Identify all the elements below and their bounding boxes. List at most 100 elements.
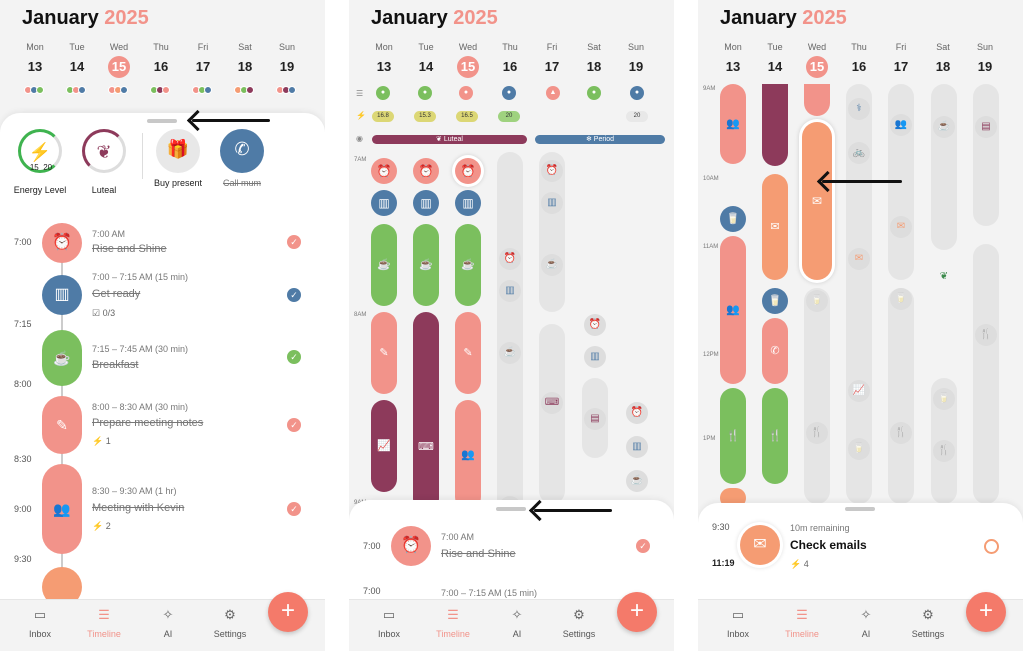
people-icon[interactable]: 👥 [455, 400, 481, 510]
event-title[interactable]: Check emails [790, 538, 867, 552]
month-title[interactable]: January 2025 [371, 7, 498, 29]
day-wed[interactable]: Wed 15 [802, 42, 832, 78]
day-fri[interactable]: Fri 17 [544, 42, 560, 74]
nav-inbox[interactable]: ▭ Inbox [708, 607, 768, 639]
day-wed[interactable]: Wed 15 [453, 42, 483, 78]
pencil-icon[interactable]: ✎ [455, 312, 481, 394]
alarm-icon[interactable]: ⏰ [455, 158, 481, 184]
people-icon[interactable]: 👥 [720, 84, 746, 164]
event-block[interactable] [804, 84, 830, 116]
event-title[interactable]: Prepare meeting notes [92, 417, 204, 429]
glass-icon[interactable]: 🥛 [806, 290, 828, 312]
check-icon[interactable]: ✓ [287, 288, 301, 302]
glass-icon[interactable]: 🥛 [933, 388, 955, 410]
phase-period[interactable]: ❄ Period [535, 135, 665, 144]
add-button[interactable]: + [268, 592, 308, 632]
day-thu[interactable]: Thu 16 [851, 42, 867, 74]
day-sat[interactable]: Sat 18 [935, 42, 951, 74]
mail-icon[interactable]: ✉ [740, 525, 780, 565]
fork-knife-icon[interactable]: 🍴 [720, 388, 746, 484]
coffee-icon[interactable]: ☕ [499, 342, 521, 364]
check-icon[interactable]: ✓ [287, 502, 301, 516]
event-title[interactable]: Rise and Shine [92, 243, 167, 255]
stethoscope-icon[interactable]: ⚕ [848, 98, 870, 120]
day-wed[interactable]: Wed 15 [104, 42, 134, 78]
event-title[interactable]: Rise and Shine [441, 548, 516, 560]
coffee-icon[interactable]: ☕ [626, 470, 648, 492]
alarm-icon[interactable]: ⏰ [541, 160, 563, 182]
comb-icon[interactable]: ▥ [413, 190, 439, 216]
fork-knife-icon[interactable]: 🍴 [890, 422, 912, 444]
event-title[interactable]: Meeting with Kevin [92, 502, 185, 514]
comb-icon[interactable]: ▥ [541, 192, 563, 214]
alarm-icon[interactable]: ⏰ [42, 223, 82, 263]
coffee-icon[interactable]: ☕ [541, 254, 563, 276]
check-icon[interactable]: ✓ [287, 235, 301, 249]
complete-checkbox[interactable] [984, 539, 999, 554]
nav-ai[interactable]: ✧ AI [836, 607, 896, 639]
nav-inbox[interactable]: ▭ Inbox [359, 607, 419, 639]
coffee-icon[interactable]: ☕ [413, 224, 439, 306]
sheet-grabber[interactable] [496, 507, 526, 511]
nav-timeline[interactable]: ☰ Timeline [423, 607, 483, 639]
mail-icon[interactable]: ✉ [890, 216, 912, 238]
fork-knife-icon[interactable]: 🍴 [762, 388, 788, 484]
coffee-icon[interactable]: ☕ [455, 224, 481, 306]
nav-settings[interactable]: ⚙ Settings [898, 607, 958, 639]
pencil-icon[interactable]: ✎ [42, 396, 82, 454]
nav-ai[interactable]: ✧ AI [138, 607, 198, 639]
cycle-ring[interactable]: ❦ [82, 129, 126, 173]
coffee-icon[interactable]: ☕ [371, 224, 397, 306]
alarm-icon[interactable]: ⏰ [413, 158, 439, 184]
pencil-icon[interactable]: ✎ [371, 312, 397, 394]
newspaper-icon[interactable]: ▤ [975, 116, 997, 138]
newspaper-icon[interactable]: ▤ [584, 408, 606, 430]
comb-icon[interactable]: ▥ [584, 346, 606, 368]
day-fri[interactable]: Fri 17 [195, 42, 211, 74]
day-sat[interactable]: Sat 18 [237, 42, 253, 74]
add-button[interactable]: + [617, 592, 657, 632]
task-buy-present[interactable]: 🎁 [156, 129, 200, 173]
nav-timeline[interactable]: ☰ Timeline [772, 607, 832, 639]
check-icon[interactable]: ✓ [636, 539, 650, 553]
day-tue[interactable]: Tue 14 [418, 42, 434, 74]
add-button[interactable]: + [966, 592, 1006, 632]
event-title[interactable]: Breakfast [92, 359, 139, 371]
glass-icon[interactable]: 🥛 [890, 288, 912, 310]
check-icon[interactable]: ✓ [287, 418, 301, 432]
coffee-icon[interactable]: ☕ [933, 116, 955, 138]
sheet-grabber[interactable] [147, 119, 177, 123]
nav-settings[interactable]: ⚙ Settings [549, 607, 609, 639]
coffee-icon[interactable]: ☕ [42, 330, 82, 386]
comb-icon[interactable]: ▥ [371, 190, 397, 216]
day-thu[interactable]: Thu 16 [153, 42, 169, 74]
day-sun[interactable]: Sun 19 [627, 42, 644, 74]
energy-ring[interactable]: ⚡ [18, 129, 62, 173]
phase-luteal[interactable]: ❦ Luteal [372, 135, 527, 144]
day-mon[interactable]: Mon 13 [26, 42, 44, 74]
alarm-icon[interactable]: ⏰ [626, 402, 648, 424]
nav-timeline[interactable]: ☰ Timeline [74, 607, 134, 639]
day-tue[interactable]: Tue 14 [767, 42, 783, 74]
day-thu[interactable]: Thu 16 [502, 42, 518, 74]
day-mon[interactable]: Mon 13 [375, 42, 393, 74]
nav-ai[interactable]: ✧ AI [487, 607, 547, 639]
alarm-icon[interactable]: ⏰ [371, 158, 397, 184]
people-icon[interactable]: 👥 [890, 114, 912, 136]
day-tue[interactable]: Tue 14 [69, 42, 85, 74]
alarm-icon[interactable]: ⏰ [584, 314, 606, 336]
fork-knife-icon[interactable]: 🍴 [806, 422, 828, 444]
glass-icon[interactable]: 🥛 [848, 438, 870, 460]
event-title[interactable]: Get ready [92, 288, 141, 300]
fork-knife-icon[interactable]: 🍴 [975, 324, 997, 346]
comb-icon[interactable]: ▥ [626, 436, 648, 458]
bike-icon[interactable]: 🚲 [848, 142, 870, 164]
chart-icon[interactable]: 📈 [848, 380, 870, 402]
people-icon[interactable]: 👥 [720, 236, 746, 384]
day-fri[interactable]: Fri 17 [893, 42, 909, 74]
glass-icon[interactable]: 🥛 [720, 206, 746, 232]
chart-icon[interactable]: 📈 [371, 400, 397, 492]
day-sun[interactable]: Sun 19 [278, 42, 295, 74]
mail-icon[interactable]: ✉ [848, 248, 870, 270]
leaf-icon[interactable]: ❦ [933, 266, 955, 288]
